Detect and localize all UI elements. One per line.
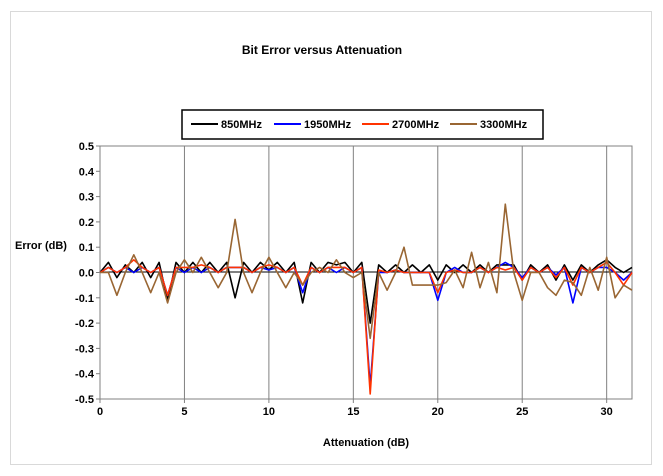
y-tick-label: -0.1 [75, 293, 94, 305]
x-tick-label: 15 [347, 406, 359, 418]
x-tick-label: 10 [263, 406, 275, 418]
legend: 850MHz 1950MHz 2700MHz 3300MHz [181, 109, 544, 140]
chart-frame: Bit Error versus Attenuation 850MHz 1950… [10, 11, 652, 465]
x-tick-label: 0 [97, 406, 103, 418]
y-tick-label: -0.3 [75, 343, 94, 355]
x-tick-label: 25 [516, 406, 528, 418]
y-tick-label: 0.4 [79, 166, 95, 178]
x-axis-label: Attenuation (dB) [323, 437, 409, 449]
y-tick-label: 0.3 [79, 192, 94, 204]
legend-label-850: 850MHz [221, 119, 262, 131]
x-tick-label: 20 [432, 406, 444, 418]
y-tick-label: 0.1 [79, 242, 94, 254]
y-axis-label: Error (dB) [15, 240, 67, 252]
chart-svg: Bit Error versus Attenuation 850MHz 1950… [15, 43, 633, 449]
x-tick-label: 30 [601, 406, 613, 418]
series-layer [99, 203, 633, 395]
y-tick-label: 0.0 [79, 268, 94, 280]
y-tick-label: 0.5 [79, 141, 94, 153]
x-tick-label: 5 [181, 406, 187, 418]
tick-layer: 0 5 10 15 20 25 30 0.5 0.4 0.3 0.2 0.1 0.0 -0.1 -0.2 -0… [75, 141, 613, 418]
chart-title: Bit Error versus Attenuation [242, 43, 402, 57]
legend-label-3300: 3300MHz [480, 119, 528, 131]
y-tick-label: -0.4 [75, 369, 95, 381]
legend-label-2700: 2700MHz [392, 119, 440, 131]
legend-label-1950: 1950MHz [304, 119, 352, 131]
series-line-3300mhz [100, 203, 633, 340]
y-tick-label: -0.2 [75, 318, 94, 330]
y-tick-label: 0.2 [79, 217, 94, 229]
y-tick-label: -0.5 [75, 394, 94, 406]
